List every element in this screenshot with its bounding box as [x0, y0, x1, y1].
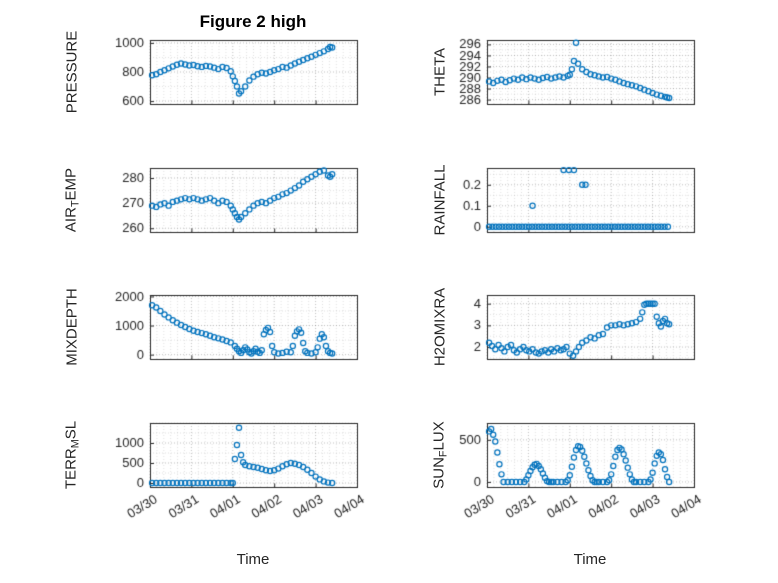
figure-title: Figure 2 high	[199, 12, 307, 31]
ylabel-rainfall: RAINFALL	[431, 164, 449, 236]
ylabel-pressure: PRESSURE	[63, 30, 81, 114]
ylabel-mixdepth: MIXDEPTH	[63, 288, 81, 366]
ylabel-sun-flux: SUNFLUX	[430, 421, 450, 489]
xlabel-time-right: Time	[573, 551, 607, 568]
xlabel-time-left: Time	[236, 551, 270, 568]
ylabel-theta: THETA	[431, 47, 449, 97]
ylabel-air-temp: AIRTEMP	[62, 167, 82, 233]
ylabel-terr-msl: TERRMSL	[62, 420, 82, 490]
ylabel-h2omixra: H2OMIXRA	[431, 287, 449, 367]
